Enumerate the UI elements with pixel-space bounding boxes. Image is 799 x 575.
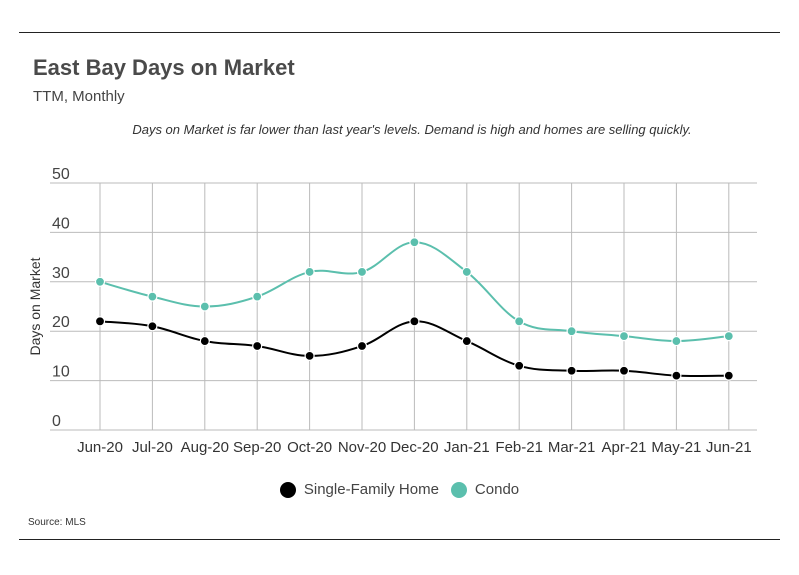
data-point-single-family [147,321,158,332]
data-point-single-family [356,340,368,352]
legend-marker-condo [450,481,467,498]
top-rule [19,32,780,33]
data-point-single-family [566,365,577,376]
data-point-single-family [199,335,210,347]
data-point-condo [147,291,158,302]
data-point-single-family [409,316,420,327]
data-point-condo [252,291,263,302]
data-point-single-family [723,370,734,381]
data-point-single-family [514,360,525,371]
x-tick-label: Jun-21 [706,439,752,456]
y-tick-label: 0 [52,413,61,430]
data-point-single-family [671,370,682,381]
y-axis-title: Days on Market [27,257,43,355]
x-tick-label: Mar-21 [548,439,596,456]
x-tick-label: Nov-20 [338,439,386,456]
data-point-single-family [94,316,106,327]
source-note: Source: MLS [28,517,86,528]
y-tick-label: 20 [52,314,70,331]
data-point-single-family [618,365,630,376]
y-tick-label: 10 [52,364,70,381]
data-point-condo [304,266,315,278]
data-point-condo [514,316,525,327]
x-tick-label: Apr-21 [601,439,646,456]
x-tick-label: May-21 [651,439,701,456]
legend-item-condo: Condo [450,481,520,498]
data-point-single-family [461,335,472,347]
data-point-condo [723,331,734,342]
data-point-condo [356,266,368,278]
data-point-condo [671,335,682,347]
x-tick-label: Jun-20 [77,439,123,456]
data-point-single-family [304,350,315,361]
x-tick-label: Aug-20 [181,439,229,456]
data-point-condo [461,266,472,278]
x-tick-label: Feb-21 [495,439,543,456]
data-point-condo [566,326,577,337]
x-tick-label: Jan-21 [444,439,490,456]
x-tick-label: Dec-20 [390,439,438,456]
y-tick-label: 50 [52,166,70,183]
chart-subtitle: TTM, Monthly [33,88,125,105]
legend-marker-single-family [279,481,296,498]
legend-label-condo: Condo [474,481,520,498]
x-tick-label: Sep-20 [233,439,281,456]
x-tick-label: Oct-20 [287,439,332,456]
y-tick-label: 40 [52,215,70,232]
chart-legend: Single-Family Home Condo [0,481,799,498]
legend-item-single-family: Single-Family Home [279,481,439,498]
legend-label-single-family: Single-Family Home [303,481,439,498]
y-tick-label: 30 [52,265,70,282]
data-point-condo [409,237,420,248]
data-point-condo [199,301,210,312]
chart-title: East Bay Days on Market [33,55,295,80]
data-point-condo [618,331,630,342]
data-point-condo [94,276,106,287]
bottom-rule [19,539,780,540]
data-point-single-family [252,340,263,352]
chart-annotation: Days on Market is far lower than last ye… [132,122,692,137]
x-tick-label: Jul-20 [132,439,173,456]
